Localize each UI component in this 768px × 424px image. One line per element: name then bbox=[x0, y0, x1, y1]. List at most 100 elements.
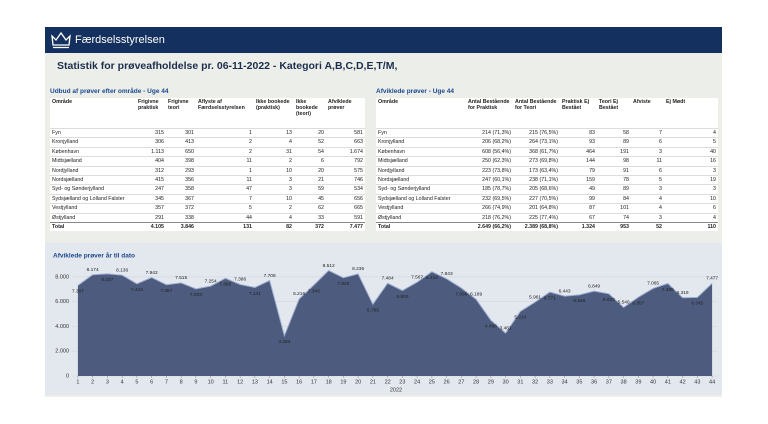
table-cell: 59 bbox=[294, 184, 326, 195]
table-cell: 4 bbox=[254, 212, 294, 223]
data-label: 7.096 bbox=[455, 291, 467, 297]
data-label: 7.708 bbox=[264, 273, 276, 279]
table-cell: 534 bbox=[326, 184, 365, 195]
crown-logo bbox=[51, 31, 71, 49]
table-row: København 608 (56,4%) 368 (61,7%) 464 191 3 40 bbox=[376, 146, 718, 157]
x-tick-label: 19 bbox=[340, 379, 346, 385]
x-tick-label: 20 bbox=[355, 379, 361, 385]
table-cell: 7 bbox=[631, 127, 664, 138]
column-header[interactable]: Ej Mødt bbox=[666, 99, 686, 105]
table-cell: 223 (73,8%) bbox=[466, 165, 513, 176]
column-header[interactable]: Ikke bookede (praktisk) bbox=[256, 99, 290, 111]
table-cell: 4.105 bbox=[136, 222, 166, 232]
table-cell: 11 bbox=[196, 175, 254, 185]
table-cell: 206 (68,2%) bbox=[466, 137, 513, 148]
column-header[interactable]: Praktisk Ej Bestået bbox=[562, 99, 590, 111]
table-cell: 52 bbox=[294, 137, 326, 148]
table-cell: 358 bbox=[166, 184, 196, 195]
column-header[interactable]: Afviklede prøver bbox=[328, 99, 352, 111]
table-cell: Østjylland bbox=[376, 212, 466, 223]
table-cell: 1 bbox=[196, 165, 254, 176]
column-header[interactable]: Antal Bestående for Praktisk bbox=[468, 99, 510, 111]
x-tick-label: 9 bbox=[194, 379, 197, 385]
x-tick-label: 35 bbox=[576, 379, 582, 385]
column-header[interactable]: Frigivne teori bbox=[168, 99, 189, 111]
table-cell: 47 bbox=[196, 184, 254, 195]
column-header[interactable]: Antal Bestående for Teori bbox=[515, 99, 557, 111]
data-label: 8.236 bbox=[352, 266, 364, 272]
table-cell: Total bbox=[50, 222, 136, 232]
table-cell: 93 bbox=[560, 137, 597, 148]
table-cell: 5 bbox=[196, 203, 254, 214]
x-tick-label: 10 bbox=[208, 379, 214, 385]
table-cell: 49 bbox=[560, 184, 597, 195]
data-label: 6.357 bbox=[632, 300, 644, 306]
data-label: 6.771 bbox=[544, 295, 556, 301]
column-header[interactable]: Frigivne praktisk bbox=[138, 99, 159, 111]
table-cell: 10 bbox=[664, 193, 718, 204]
table-cell: 663 bbox=[326, 137, 365, 148]
x-tick-label: 11 bbox=[223, 379, 229, 385]
table-row: Midtsjælland 404 398 11 2 6 792 bbox=[50, 156, 365, 167]
table-row: Total 4.105 3.846 131 82 372 7.477 bbox=[50, 222, 365, 232]
table-cell: 315 bbox=[136, 127, 166, 138]
column-header[interactable]: Teori Ej Bestået bbox=[599, 99, 619, 111]
table-cell: 232 (69,5%) bbox=[466, 193, 513, 204]
table-cell: 338 bbox=[166, 212, 196, 223]
column-header[interactable]: Afviste bbox=[633, 99, 651, 105]
table-row: Fyn 214 (71,3%) 215 (76,5%) 83 58 7 4 bbox=[376, 127, 718, 138]
table-cell: 215 (76,5%) bbox=[513, 127, 560, 138]
data-label: 6.900 bbox=[396, 294, 408, 300]
data-label: 7.465 bbox=[662, 287, 674, 293]
table-row: Syd- og Sønderjylland 247 358 47 3 59 534 bbox=[50, 184, 365, 195]
column-header[interactable]: Område bbox=[378, 99, 399, 105]
data-label: 7.367 bbox=[160, 288, 172, 294]
header-bar: Færdselsstyrelsen bbox=[45, 27, 722, 53]
x-tick-label: 13 bbox=[252, 379, 258, 385]
table-cell: 214 (71,3%) bbox=[466, 127, 513, 138]
table-cell: 345 bbox=[136, 193, 166, 204]
table-cell: 746 bbox=[326, 175, 365, 185]
x-tick-label: 25 bbox=[429, 379, 435, 385]
column-header[interactable]: Område bbox=[52, 99, 73, 105]
table-cell: 110 bbox=[664, 222, 718, 232]
table-row: Midtsjælland 250 (62,3%) 273 (69,8%) 144 98 1… bbox=[376, 156, 718, 167]
table-cell: 4 bbox=[631, 193, 664, 204]
table-cell: 306 bbox=[136, 137, 166, 148]
table-cell: København bbox=[50, 146, 136, 157]
table-cell: Østjylland bbox=[50, 212, 136, 223]
x-tick-label: 7 bbox=[165, 379, 168, 385]
line bbox=[77, 269, 713, 338]
table-cell: Nordsjælland bbox=[50, 175, 136, 185]
table-cell: 78 bbox=[597, 175, 631, 185]
x-tick-label: 1 bbox=[76, 379, 79, 385]
table-cell: 6 bbox=[664, 203, 718, 214]
data-label: 8.418 bbox=[426, 275, 438, 281]
table-cell: 144 bbox=[560, 156, 597, 167]
table-cell: 205 (68,6%) bbox=[513, 184, 560, 195]
table-cell: 7.477 bbox=[326, 222, 365, 232]
data-label: 5.214 bbox=[514, 315, 526, 321]
table-cell: 2 bbox=[254, 203, 294, 214]
data-label: 7.885 bbox=[219, 282, 231, 288]
table-cell: Kronjylland bbox=[50, 137, 136, 148]
table-cell: Nordsjælland bbox=[376, 175, 466, 185]
y-tick-label: 4.000 bbox=[55, 324, 69, 330]
table-row: København 1.113 650 2 31 54 1.674 bbox=[50, 146, 365, 157]
area bbox=[77, 270, 713, 376]
x-tick-label: 38 bbox=[621, 379, 627, 385]
column-header[interactable]: Ikke bookede (teori) bbox=[296, 99, 318, 117]
table-cell: 4 bbox=[254, 137, 294, 148]
data-label: 7.942 bbox=[146, 270, 158, 276]
table-cell: 19 bbox=[664, 175, 718, 185]
data-label: 7.444 bbox=[131, 287, 143, 293]
table-cell: 250 (62,3%) bbox=[466, 156, 513, 167]
table-row: Kronjylland 206 (68,2%) 264 (73,1%) 93 89 6 5 bbox=[376, 137, 718, 148]
data-label: 7.343 bbox=[308, 288, 320, 294]
table-cell: 101 bbox=[597, 203, 631, 214]
column-header[interactable]: Aflyste af Færdselsstyrelsen bbox=[198, 99, 245, 111]
table-cell: 6 bbox=[631, 165, 664, 176]
x-tick-label: 32 bbox=[532, 379, 538, 385]
x-tick-label: 31 bbox=[517, 379, 523, 385]
